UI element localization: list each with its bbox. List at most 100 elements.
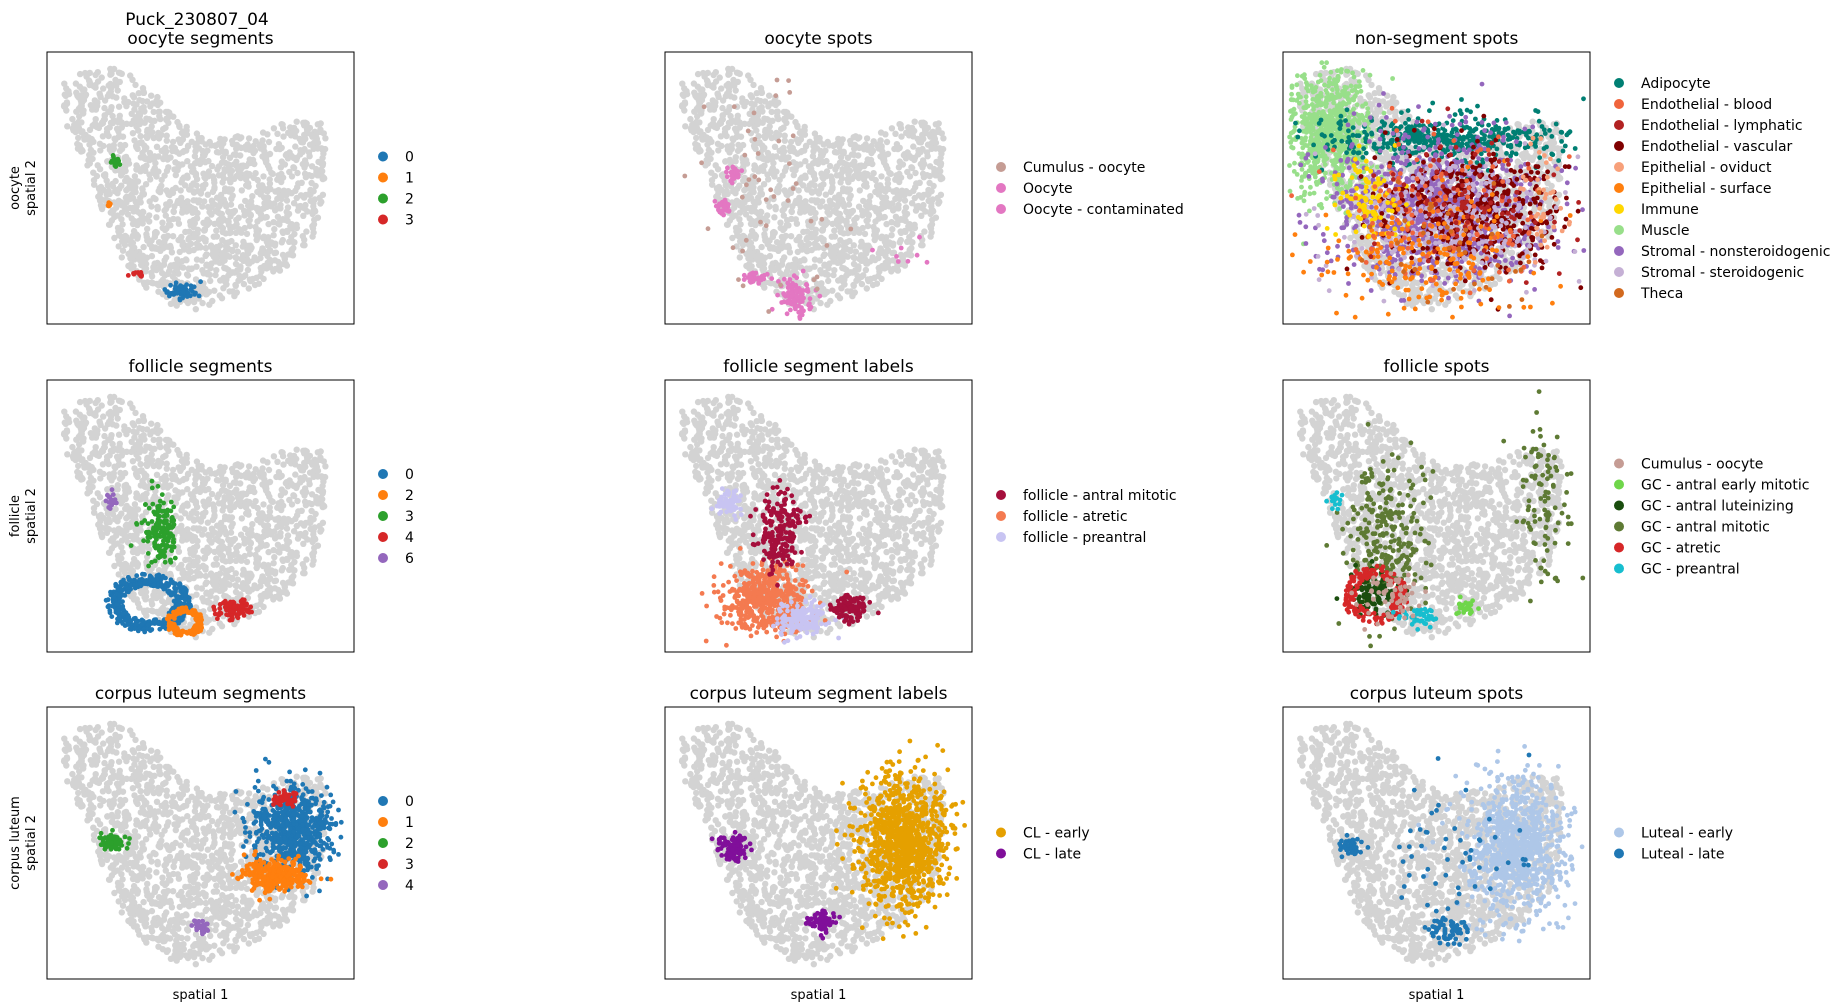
data-point [917, 234, 922, 240]
background-spot [1553, 126, 1560, 133]
background-spot [883, 220, 890, 228]
background-spot [225, 161, 232, 168]
background-spot [270, 125, 278, 132]
background-spot [247, 146, 254, 153]
background-spot [699, 136, 706, 143]
background-spot [777, 219, 784, 226]
background-spot [773, 153, 780, 160]
background-spot [199, 147, 206, 155]
background-spot [190, 298, 198, 306]
background-spot [853, 168, 861, 176]
background-spot [146, 212, 153, 219]
background-spot [830, 246, 837, 253]
background-spot [793, 236, 800, 244]
background-spot [896, 195, 903, 203]
background-spot [693, 118, 700, 126]
background-spot [110, 65, 118, 73]
background-spot [802, 198, 809, 205]
background-spot [308, 179, 315, 187]
background-spot [1550, 139, 1558, 147]
background-spot [804, 234, 811, 242]
background-spot [819, 198, 826, 205]
data-point [752, 136, 758, 142]
background-spot [201, 198, 208, 205]
data-point [732, 166, 738, 172]
background-spot [889, 226, 896, 233]
background-spot [1402, 280, 1410, 287]
background-spot [709, 181, 716, 188]
background-spot [225, 272, 232, 279]
background-spot [1439, 261, 1446, 268]
background-spot [128, 178, 136, 186]
background-spot [719, 104, 726, 112]
background-spot [824, 301, 831, 308]
background-spot [101, 104, 108, 112]
background-spot [229, 269, 237, 276]
background-spot [202, 175, 209, 182]
background-spot [771, 97, 778, 105]
legend-marker [996, 183, 1006, 193]
background-spot [911, 221, 918, 228]
background-spot [766, 123, 773, 130]
background-spot [178, 129, 186, 137]
background-spot [863, 135, 871, 142]
background-spot [1392, 108, 1399, 115]
background-spot [748, 100, 755, 107]
background-spot [888, 232, 895, 239]
background-spot [154, 203, 161, 211]
background-spot [822, 221, 829, 229]
background-spot [161, 146, 168, 153]
background-spot [820, 181, 827, 188]
background-spot [761, 284, 768, 291]
background-spot [257, 215, 264, 222]
background-spot [194, 157, 201, 165]
background-spot [879, 185, 886, 192]
background-spot [790, 171, 797, 179]
background-spot [179, 176, 186, 183]
background-spot [731, 125, 739, 132]
data-point [787, 90, 793, 95]
background-spot [755, 168, 762, 175]
data-point [773, 93, 779, 99]
background-spot [155, 168, 162, 175]
background-spot [715, 190, 722, 197]
background-spot [101, 173, 109, 180]
data-point [782, 292, 787, 298]
data-point [775, 292, 780, 298]
background-spot [771, 173, 778, 180]
background-spot [830, 271, 837, 279]
background-spot [930, 130, 938, 138]
background-spot [153, 173, 160, 180]
background-spot [301, 242, 308, 249]
background-spot [852, 248, 859, 255]
background-spot [62, 92, 69, 100]
background-spot [168, 143, 176, 151]
background-spot [791, 263, 798, 271]
background-spot [710, 71, 717, 79]
data-point [1324, 196, 1329, 202]
background-spot [197, 244, 204, 251]
data-point [736, 277, 741, 282]
background-spot [132, 142, 140, 149]
background-spot [241, 212, 248, 219]
background-spot [246, 170, 253, 178]
background-spot [237, 264, 244, 271]
data-point [794, 275, 800, 281]
background-spot [245, 202, 252, 209]
background-spot [902, 204, 910, 211]
background-spot [741, 187, 748, 194]
data-point [724, 169, 729, 175]
background-spot [859, 212, 866, 219]
background-spot [820, 141, 827, 148]
background-spot [774, 262, 782, 269]
background-spot [302, 201, 309, 209]
background-spot [122, 177, 129, 184]
background-spot [849, 292, 856, 300]
background-spot [729, 234, 736, 242]
background-spot [298, 138, 305, 146]
background-spot [319, 168, 326, 175]
background-spot [1365, 76, 1372, 84]
background-spot [1526, 154, 1533, 162]
background-spot [132, 81, 139, 89]
background-spot [257, 272, 264, 280]
